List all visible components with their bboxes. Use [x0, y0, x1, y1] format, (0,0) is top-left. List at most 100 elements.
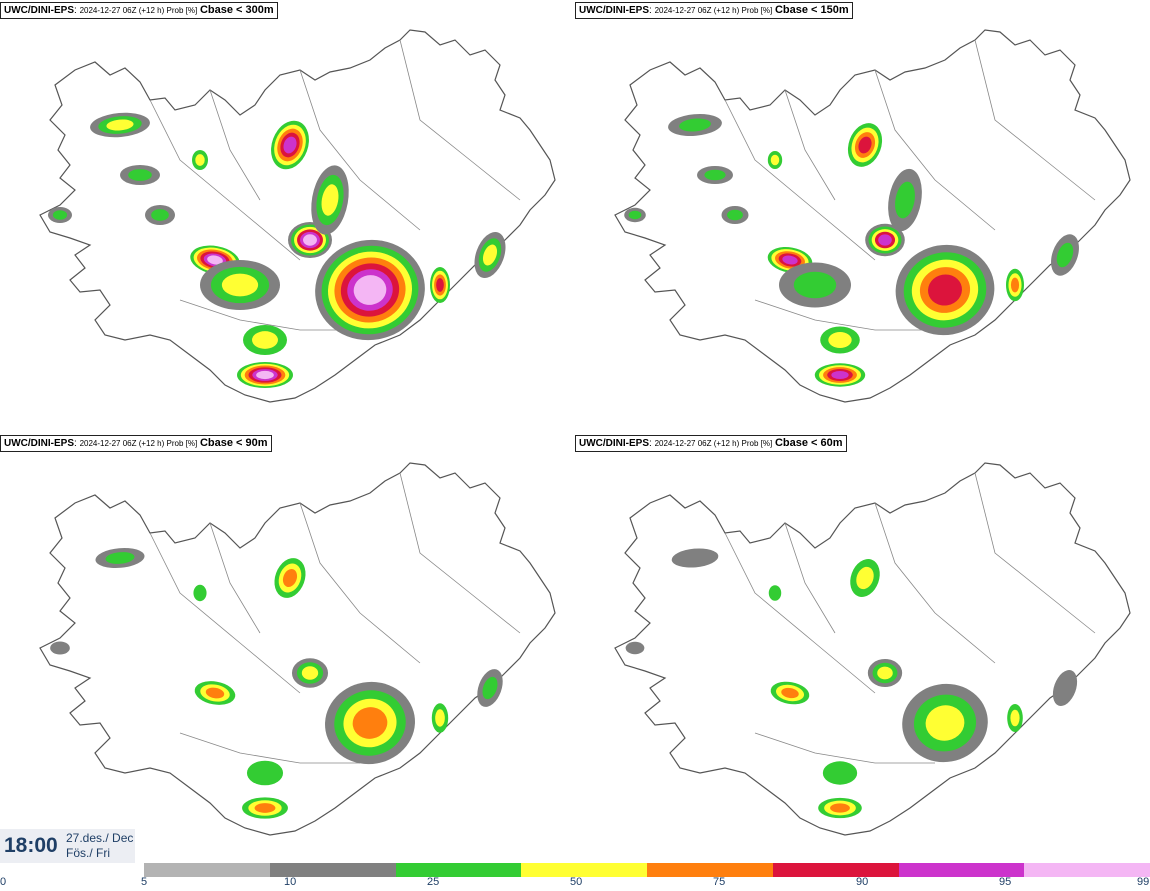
- region-boundaries: [149, 39, 521, 331]
- probability-blob: [625, 641, 645, 655]
- probability-blob: [779, 262, 851, 308]
- valid-time: 18:00: [4, 834, 58, 857]
- colorbar-label: 50: [570, 876, 583, 888]
- probability-blob: [902, 683, 988, 763]
- probability-blob: [271, 120, 309, 170]
- probability-blob: [1007, 703, 1023, 733]
- panel-title: UWC/DINI-EPS: 2024-12-27 06Z (+12 h) Pro…: [0, 2, 278, 19]
- probability-blob: [246, 760, 284, 786]
- probability-blob: [671, 548, 719, 568]
- colorbar-label: 25: [427, 876, 440, 888]
- colorbar-segment: [647, 863, 773, 877]
- colorbar-label: 0: [0, 876, 7, 888]
- probability-blob: [721, 206, 749, 224]
- probability-blob: [291, 658, 329, 688]
- probability-blob: [48, 207, 72, 223]
- probability-blob: [242, 797, 288, 819]
- probability-blob: [192, 150, 208, 170]
- probability-blob: [274, 558, 306, 598]
- probability-blob: [145, 205, 175, 225]
- colorbar-label: 95: [999, 876, 1012, 888]
- probability-blob: [1006, 268, 1024, 302]
- probability-blob: [243, 325, 287, 355]
- colorbar-label: 5: [141, 876, 148, 888]
- probability-blob: [768, 585, 782, 601]
- probability-colorbar: [144, 863, 1150, 877]
- iceland-map: [39, 462, 556, 836]
- probability-blob: [818, 797, 862, 819]
- probability-blob: [474, 231, 506, 279]
- colorbar-segment: [395, 863, 522, 877]
- colorbar-segment: [1024, 863, 1150, 877]
- probability-blob: [820, 326, 860, 354]
- variable-name: Cbase < 150m: [774, 4, 849, 16]
- colorbar-segment: [521, 863, 647, 877]
- coastline: [614, 462, 1131, 836]
- probability-blob: [867, 658, 903, 688]
- probability-blob: [822, 761, 858, 785]
- coastline: [614, 29, 1131, 403]
- region-boundaries: [149, 472, 521, 764]
- probability-blob: [120, 165, 160, 185]
- coastline: [39, 462, 556, 836]
- map-panel-90m: UWC/DINI-EPS: 2024-12-27 06Z (+12 h) Pro…: [0, 433, 575, 863]
- colorbar-label: 10: [284, 876, 297, 888]
- probability-blob: [624, 207, 646, 223]
- probability-blob: [431, 703, 449, 733]
- valid-date-line2: Fös./ Fri: [66, 846, 110, 860]
- model-name: UWC/DINI-EPS: [579, 438, 649, 449]
- probability-blob: [865, 223, 905, 257]
- probability-blob: [1051, 234, 1079, 276]
- probability-blob: [1052, 670, 1078, 706]
- iceland-map: [39, 29, 556, 403]
- run-info: 2024-12-27 06Z (+12 h) Prob [%]: [654, 439, 773, 448]
- panel-title: UWC/DINI-EPS: 2024-12-27 06Z (+12 h) Pro…: [0, 435, 272, 452]
- probability-blob: [770, 681, 810, 705]
- run-info: 2024-12-27 06Z (+12 h) Prob [%]: [79, 439, 198, 448]
- probability-blob: [888, 168, 922, 232]
- probability-blob: [847, 123, 883, 167]
- probability-blob: [315, 239, 425, 341]
- model-name: UWC/DINI-EPS: [4, 438, 74, 449]
- coastline: [39, 29, 556, 403]
- variable-name: Cbase < 90m: [199, 437, 268, 449]
- map-panel-300m: UWC/DINI-EPS: 2024-12-27 06Z (+12 h) Pro…: [0, 0, 575, 430]
- probability-blob: [430, 267, 450, 303]
- probability-blob: [325, 681, 415, 765]
- probability-blob: [237, 362, 293, 388]
- model-name: UWC/DINI-EPS: [4, 5, 74, 16]
- colorbar-segment: [772, 863, 899, 877]
- map-panel-60m: UWC/DINI-EPS: 2024-12-27 06Z (+12 h) Pro…: [575, 433, 1150, 863]
- probability-blob: [193, 584, 207, 602]
- valid-time-box: 18:00 27.des./ Dec Fös./ Fri: [0, 829, 135, 863]
- probability-blob: [90, 112, 150, 138]
- model-name: UWC/DINI-EPS: [579, 5, 649, 16]
- panel-title: UWC/DINI-EPS: 2024-12-27 06Z (+12 h) Pro…: [575, 435, 847, 452]
- variable-name: Cbase < 300m: [199, 4, 274, 16]
- iceland-map: [614, 29, 1131, 403]
- probability-blob: [194, 681, 236, 705]
- probability-blob: [200, 260, 280, 310]
- probability-blob: [895, 244, 995, 336]
- run-info: 2024-12-27 06Z (+12 h) Prob [%]: [654, 6, 773, 15]
- valid-date-line1: 27.des./ Dec: [66, 831, 134, 845]
- colorbar-segment: [269, 863, 396, 877]
- colorbar-segment: [144, 863, 270, 877]
- panel-title: UWC/DINI-EPS: 2024-12-27 06Z (+12 h) Pro…: [575, 2, 853, 19]
- probability-blob: [311, 165, 349, 235]
- colorbar-label: 75: [713, 876, 726, 888]
- map-panel-150m: UWC/DINI-EPS: 2024-12-27 06Z (+12 h) Pro…: [575, 0, 1150, 430]
- probability-blob: [814, 363, 866, 387]
- region-boundaries: [724, 39, 1096, 331]
- iceland-map: [614, 462, 1131, 836]
- variable-name: Cbase < 60m: [774, 437, 843, 449]
- colorbar-segment: [898, 863, 1025, 877]
- probability-blob: [697, 166, 733, 184]
- colorbar-label: 99: [1137, 876, 1150, 888]
- region-boundaries: [724, 472, 1096, 764]
- colorbar-label: 90: [856, 876, 869, 888]
- probability-blob: [477, 669, 503, 707]
- probability-blob: [50, 641, 70, 655]
- probability-blob: [95, 547, 145, 569]
- valid-date: 27.des./ Dec Fös./ Fri: [66, 831, 133, 861]
